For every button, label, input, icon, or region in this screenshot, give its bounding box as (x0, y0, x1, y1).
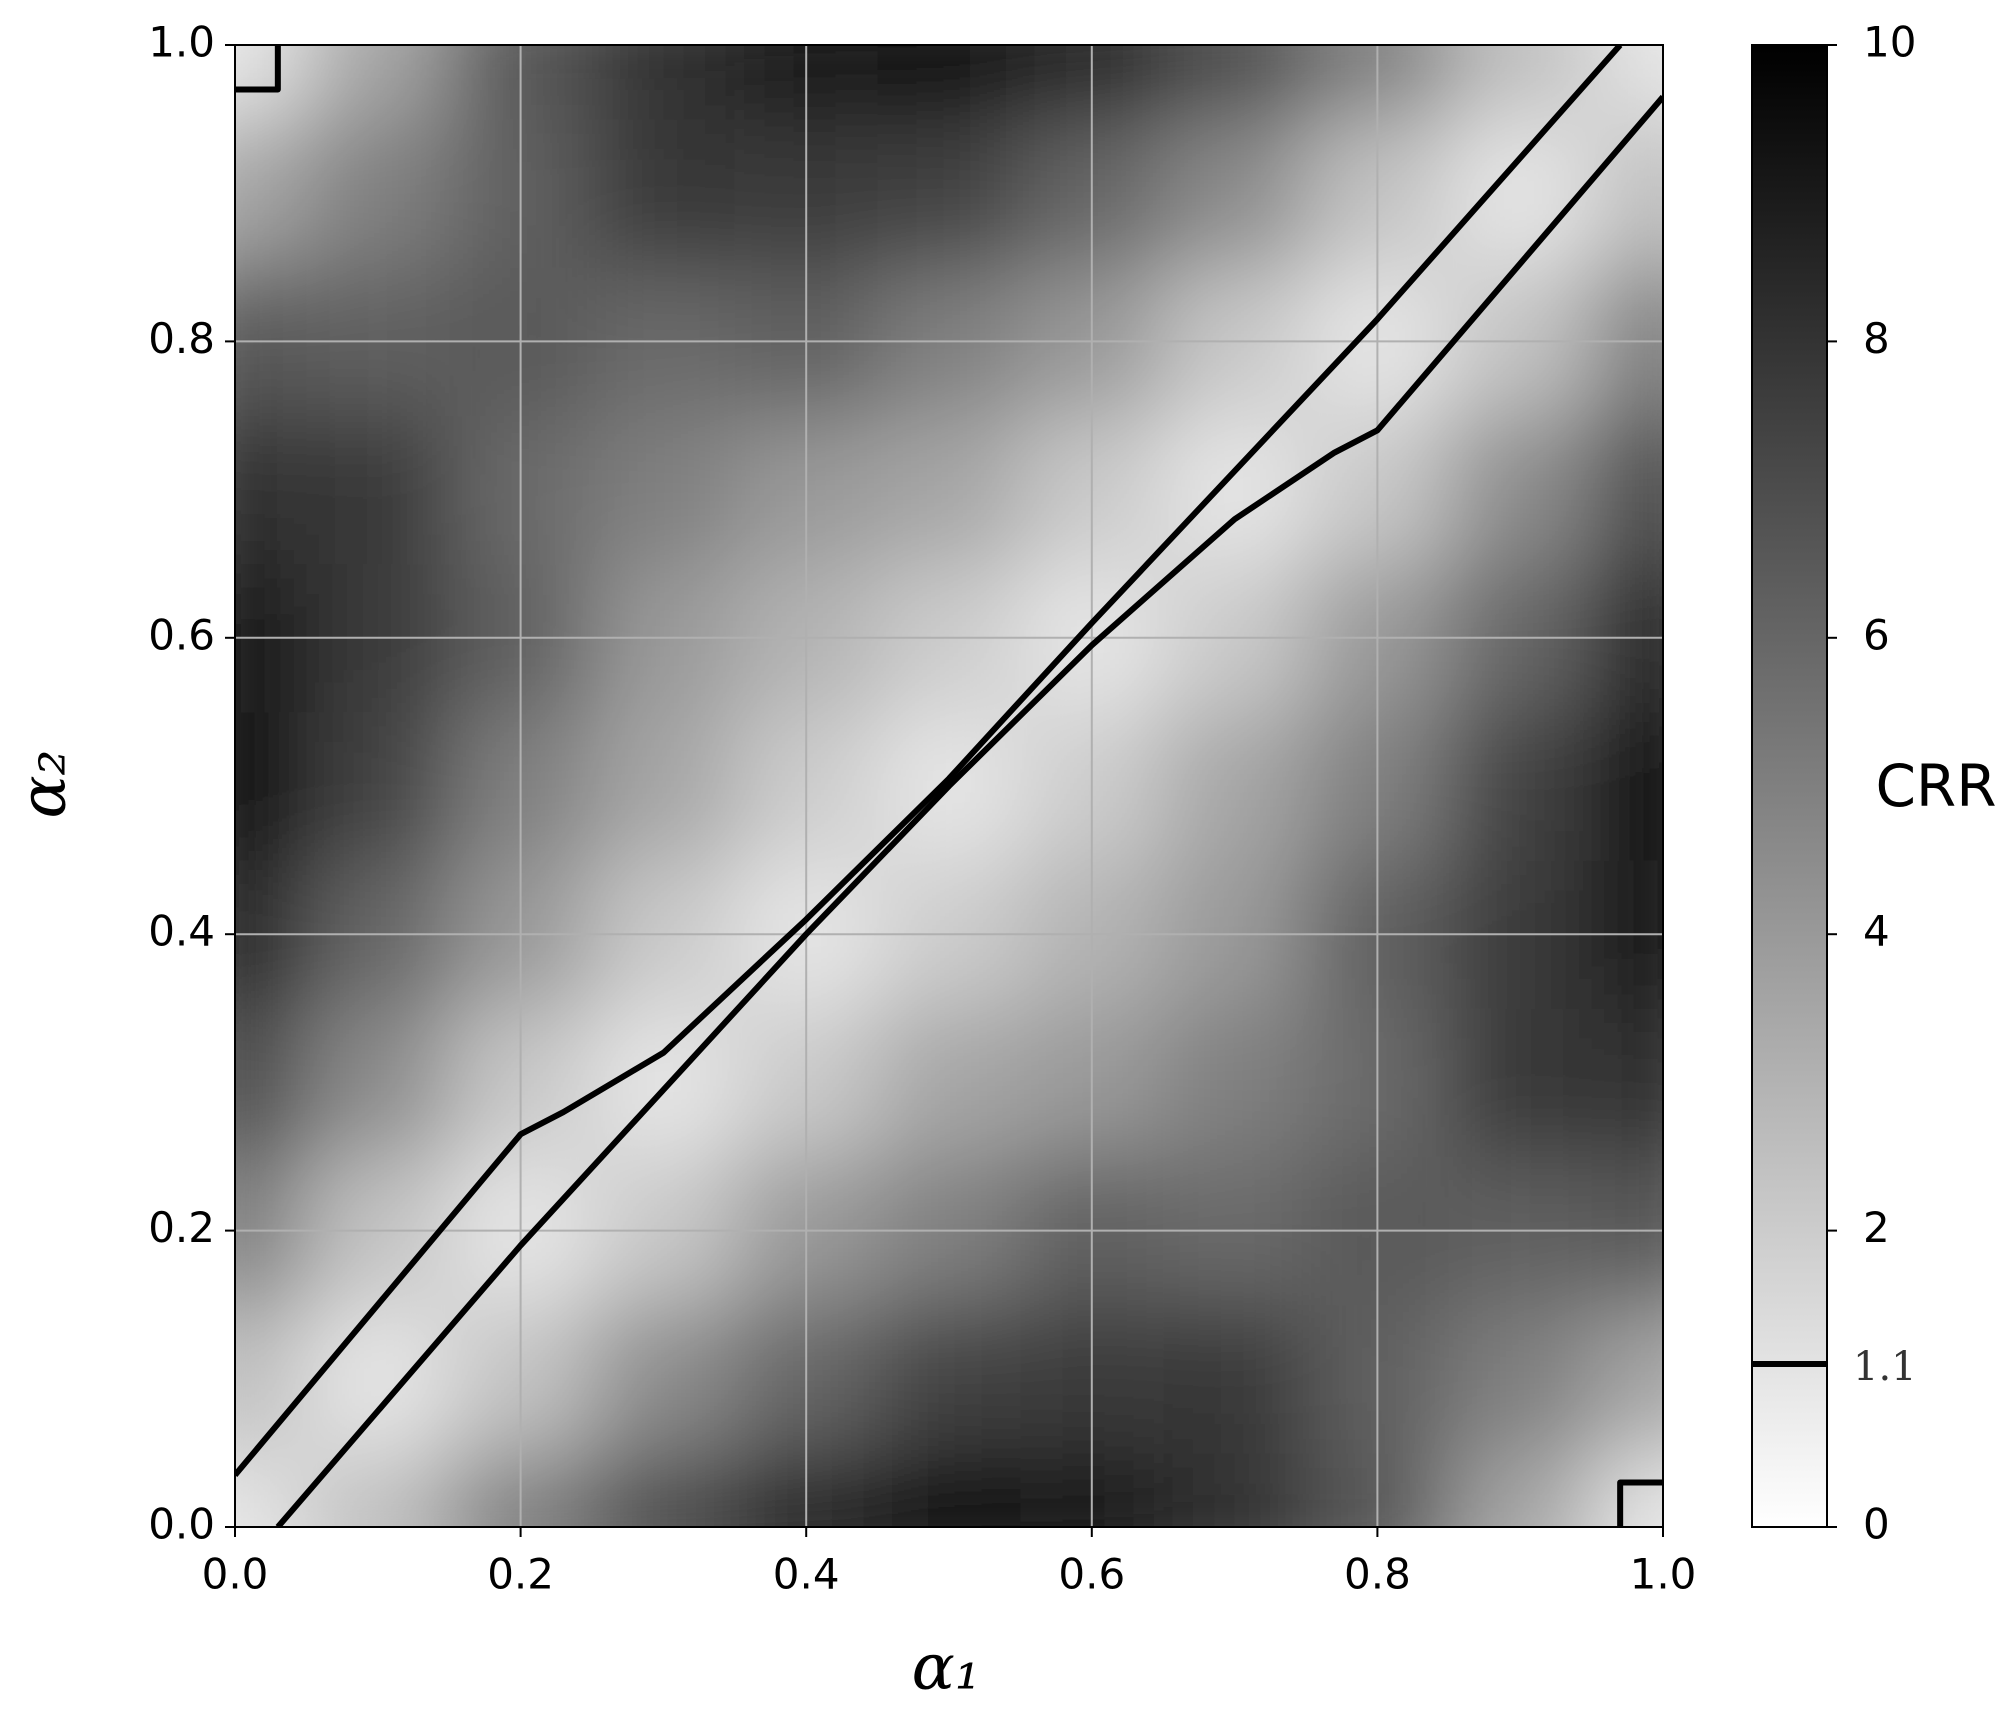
heat-cell (1591, 1452, 1663, 1527)
heat-cell (1163, 415, 1307, 565)
heat-cell (306, 1304, 450, 1454)
heat-cell (235, 119, 307, 268)
heat-cell (592, 119, 736, 268)
y-tick-label: 0.0 (148, 1500, 215, 1549)
heat-cell (1163, 1304, 1307, 1454)
x-tick-label: 0.2 (487, 1550, 554, 1599)
colorbar-tick-label: 0 (1863, 1500, 1890, 1549)
contour-level-label: 1.1 (1853, 1344, 1917, 1390)
heat-cell (592, 45, 736, 120)
x-tick-label: 0.0 (202, 1550, 269, 1599)
y-tick-label: 0.6 (148, 610, 215, 659)
heatmap (235, 45, 1663, 1527)
heat-cell (592, 415, 736, 565)
heat-cell (1448, 1304, 1593, 1454)
y-tick-label: 1.0 (148, 18, 215, 67)
y-tick-label: 0.4 (148, 907, 215, 956)
colorbar-tick-label: 6 (1863, 610, 1890, 659)
colorbar-tick-label: 2 (1863, 1203, 1890, 1252)
x-axis-label: α₁ (912, 1631, 981, 1705)
heat-cell (306, 1008, 450, 1157)
heat-cell (1163, 45, 1307, 120)
contour-line (235, 45, 1623, 1478)
heatmap-cells (235, 45, 1663, 1527)
heat-cell (1591, 1304, 1663, 1454)
heat-cell (877, 1304, 1021, 1454)
heat-cell (877, 1008, 1021, 1157)
heat-cell (877, 119, 1021, 268)
heat-cell (592, 1452, 736, 1527)
colorbar-tick-label: 8 (1863, 314, 1890, 363)
colorbar-tick-label: 10 (1863, 18, 1916, 67)
colorbar-label: CRR (1875, 752, 1996, 820)
heat-cell (306, 119, 450, 268)
heat-cell (1163, 711, 1307, 861)
heat-cell (306, 711, 450, 861)
plot-frame (234, 44, 1664, 1528)
heat-cell (1591, 1008, 1663, 1157)
colorbar (1751, 44, 1828, 1528)
heat-cell (1591, 119, 1663, 268)
y-tick-label: 0.2 (148, 1203, 215, 1252)
heat-cell (1163, 1008, 1307, 1157)
heat-cell (1163, 119, 1307, 268)
heat-cell (1448, 1452, 1593, 1527)
heat-cell (1591, 711, 1663, 861)
contour-line (1617, 1479, 1663, 1527)
contour-line (275, 94, 1663, 1527)
y-tick-label: 0.8 (148, 314, 215, 363)
x-tick-label: 0.8 (1344, 1550, 1411, 1599)
heat-cell (1163, 1452, 1307, 1527)
heat-cell (1448, 711, 1593, 861)
heat-cell (1448, 415, 1593, 565)
heat-cell (877, 415, 1021, 565)
heat-cell (235, 415, 307, 565)
overlay (225, 44, 1664, 1537)
heat-cell (1591, 415, 1663, 565)
colorbar-tick-label: 4 (1863, 907, 1890, 956)
heat-cell (306, 45, 450, 120)
x-tick-label: 0.4 (773, 1550, 840, 1599)
heat-cell (235, 1008, 307, 1157)
heat-cell (1448, 1008, 1593, 1157)
contours (235, 45, 1663, 1527)
x-tick-label: 0.6 (1058, 1550, 1125, 1599)
heat-cell (592, 711, 736, 861)
heat-cell (877, 1452, 1021, 1527)
contour-line (235, 45, 281, 93)
heat-cell (1448, 119, 1593, 268)
heat-cell (235, 711, 307, 861)
y-axis-label: α₂ (7, 750, 81, 819)
heat-cell (235, 45, 307, 120)
heat-cell (592, 1304, 736, 1454)
heat-cell (877, 45, 1021, 120)
x-tick-label: 1.0 (1630, 1550, 1697, 1599)
heat-cell (306, 415, 450, 565)
